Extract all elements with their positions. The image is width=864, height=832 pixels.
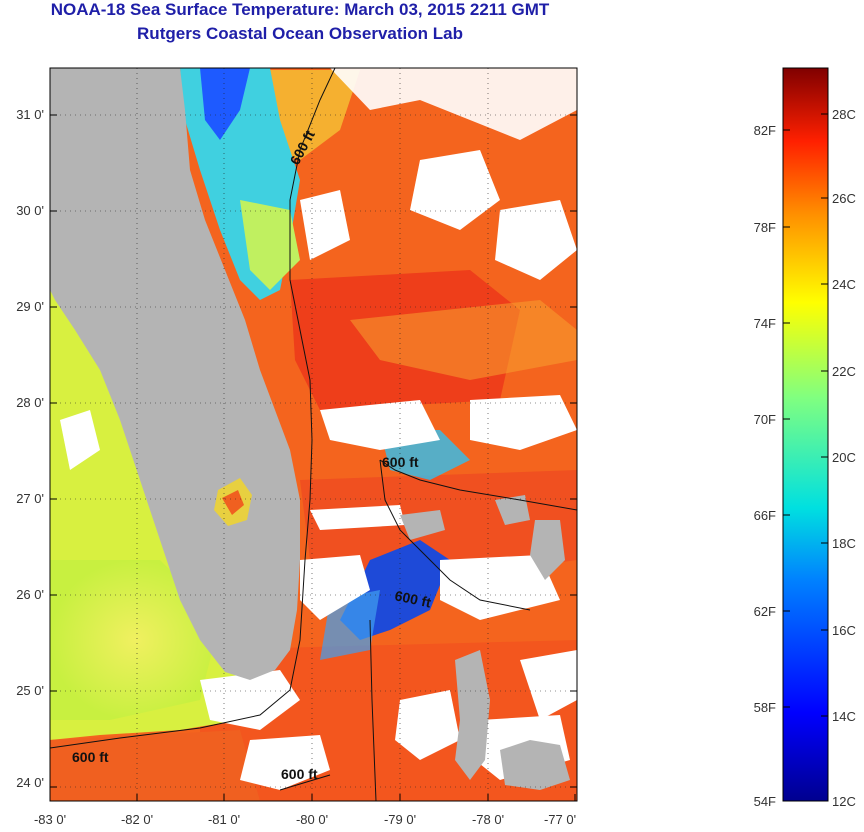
temperature-colorbar: 82F 78F 74F 70F 66F 62F 58F 54F 28C 26C … [754,67,856,809]
lat-label: 24 0' [16,775,44,790]
lat-label: 31 0' [16,107,44,122]
colorbar-ticks [783,113,828,717]
celsius-label: 28C [832,107,856,122]
lon-label: -81 0' [208,812,240,827]
lat-label: 25 0' [16,683,44,698]
lat-label: 30 0' [16,203,44,218]
lon-label: -77 0' [544,812,576,827]
contour-label-bahamas-south: 600 ft [393,587,432,610]
coastal-cold-patch [200,68,250,140]
lon-label: -80 0' [296,812,328,827]
fahrenheit-label: 66F [754,508,776,523]
celsius-label: 24C [832,277,856,292]
latitude-labels: 31 0' 30 0' 29 0' 28 0' 27 0' 26 0' 25 0… [16,107,44,790]
fahrenheit-label: 58F [754,700,776,715]
longitude-labels: -83 0' -82 0' -81 0' -80 0' -79 0' -78 0… [34,812,576,827]
celsius-label: 12C [832,794,856,809]
celsius-label: 14C [832,709,856,724]
lon-label: -79 0' [384,812,416,827]
celsius-label: 20C [832,450,856,465]
lat-label: 29 0' [16,299,44,314]
celsius-label: 26C [832,191,856,206]
celsius-label: 22C [832,364,856,379]
gulf-warm-south [50,730,260,801]
celsius-label: 18C [832,536,856,551]
lat-label: 28 0' [16,395,44,410]
contour-label-bahamas-north: 600 ft [382,454,419,470]
sst-map [50,68,577,801]
lat-label: 26 0' [16,587,44,602]
fahrenheit-label: 78F [754,220,776,235]
fahrenheit-label: 54F [754,794,776,809]
isobath-600ft [50,68,577,801]
map-frame [49,67,578,802]
lat-label: 27 0' [16,491,44,506]
florida-landmass [50,68,300,680]
lon-label: -82 0' [121,812,153,827]
colorbar-celsius-labels: 28C 26C 24C 22C 20C 18C 16C 14C 12C [832,107,856,809]
lake-warm-core [222,490,244,515]
contour-label-gulf: 600 ft [72,749,109,765]
fahrenheit-label: 74F [754,316,776,331]
graticule [50,68,577,801]
colorbar-gradient [782,67,829,802]
gulf-yellow-area [50,560,220,720]
celsius-label: 16C [832,623,856,638]
map-subtitle: Rutgers Coastal Ocean Observation Lab [137,24,463,43]
coastal-green-patch [240,200,300,290]
lon-label: -78 0' [472,812,504,827]
ocean-orange-patch [350,300,577,380]
fahrenheit-label: 82F [754,123,776,138]
colorbar-fahrenheit-labels: 82F 78F 74F 70F 66F 62F 58F 54F [754,123,776,809]
fahrenheit-label: 62F [754,604,776,619]
map-title: NOAA-18 Sea Surface Temperature: March 0… [50,0,550,19]
bahamas-islands [400,495,570,790]
lon-label: -83 0' [34,812,66,827]
contour-label-south: 600 ft [281,766,318,782]
axis-ticks [49,114,577,801]
fahrenheit-label: 70F [754,412,776,427]
